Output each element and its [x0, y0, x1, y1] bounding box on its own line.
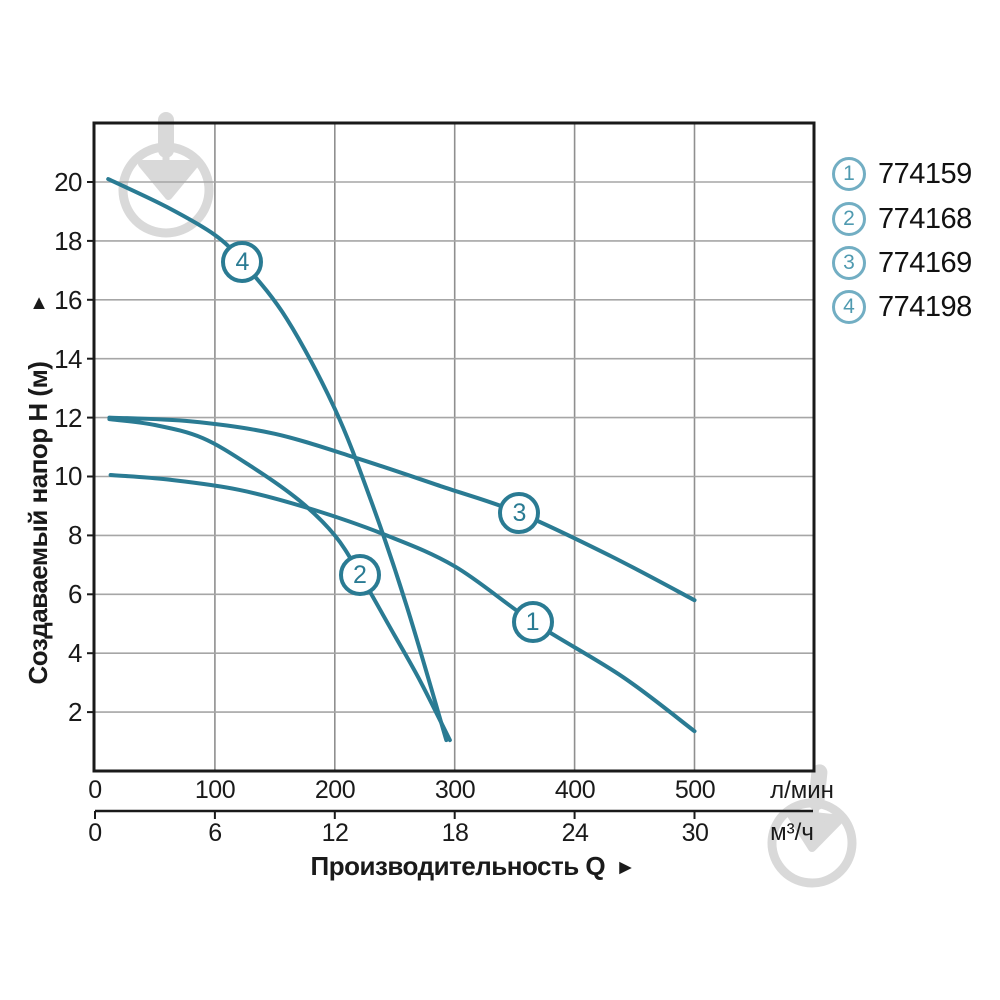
legend-circle-4: 4	[832, 290, 866, 324]
legend-circle-3: 3	[832, 246, 866, 280]
watermark-logo-icon	[767, 764, 857, 888]
x-tick-label-lmin: 300	[434, 776, 476, 804]
x-tick-label-lmin: 200	[314, 776, 356, 804]
x-tick-label-m3h: 30	[681, 819, 709, 847]
x-axis-unit-lmin: л/мин	[770, 777, 834, 804]
pump-curve-2	[107, 417, 452, 743]
legend-circle-1: 1	[832, 157, 866, 191]
curve-label-circle-3: 3	[498, 492, 541, 535]
x-tick-label-m3h: 24	[561, 819, 589, 847]
x-axis-title-text: Производительность Q	[310, 851, 606, 881]
y-tick-label: 20	[54, 167, 82, 197]
x-tick-label-m3h: 12	[321, 819, 349, 847]
y-tick-label: 8	[68, 520, 82, 550]
x-tick-label-m3h: 0	[88, 819, 102, 847]
legend-code-2: 774168	[878, 203, 972, 235]
x-tick-label-lmin: 100	[194, 776, 236, 804]
x-axis-right-arrow-icon: ►	[615, 856, 636, 879]
y-tick-label: 16	[54, 285, 82, 315]
secondary-axis-line	[94, 809, 813, 819]
y-axis-up-arrow-icon: ▲	[29, 292, 49, 314]
y-tick-label: 12	[54, 403, 82, 433]
legend-code-4: 774198	[878, 291, 972, 323]
pump-curves	[106, 177, 697, 743]
x-tick-label-lmin: 500	[674, 776, 716, 804]
curve-label-circle-4: 4	[221, 241, 264, 284]
y-tick-label: 4	[68, 638, 82, 668]
y-tick-label: 10	[54, 461, 82, 491]
legend-code-3: 774169	[878, 247, 972, 279]
y-tick-label: 18	[54, 226, 82, 256]
watermark-logo-icon	[118, 112, 214, 238]
pump-curve-4	[106, 177, 449, 743]
legend-circle-2: 2	[832, 202, 866, 236]
x-axis-title: Производительность Q ►	[253, 851, 693, 881]
y-tick-label: 2	[68, 697, 82, 727]
y-tick-label: 14	[54, 344, 82, 374]
legend-code-1: 774159	[878, 158, 972, 190]
plot-border	[92, 121, 816, 773]
y-tick-label: 6	[68, 579, 82, 609]
x-tick-label-m3h: 6	[208, 819, 222, 847]
grid-lines	[95, 124, 813, 770]
pump-curve-3	[107, 415, 697, 603]
curve-label-circle-1: 1	[511, 600, 554, 643]
x-axis-unit-m3h: м³/ч	[770, 819, 814, 846]
x-tick-label-lmin: 0	[88, 776, 102, 804]
pump-curve-1	[108, 473, 697, 734]
x-tick-label-m3h: 18	[441, 819, 469, 847]
x-tick-label-lmin: 400	[554, 776, 596, 804]
curve-label-circle-2: 2	[338, 553, 381, 596]
